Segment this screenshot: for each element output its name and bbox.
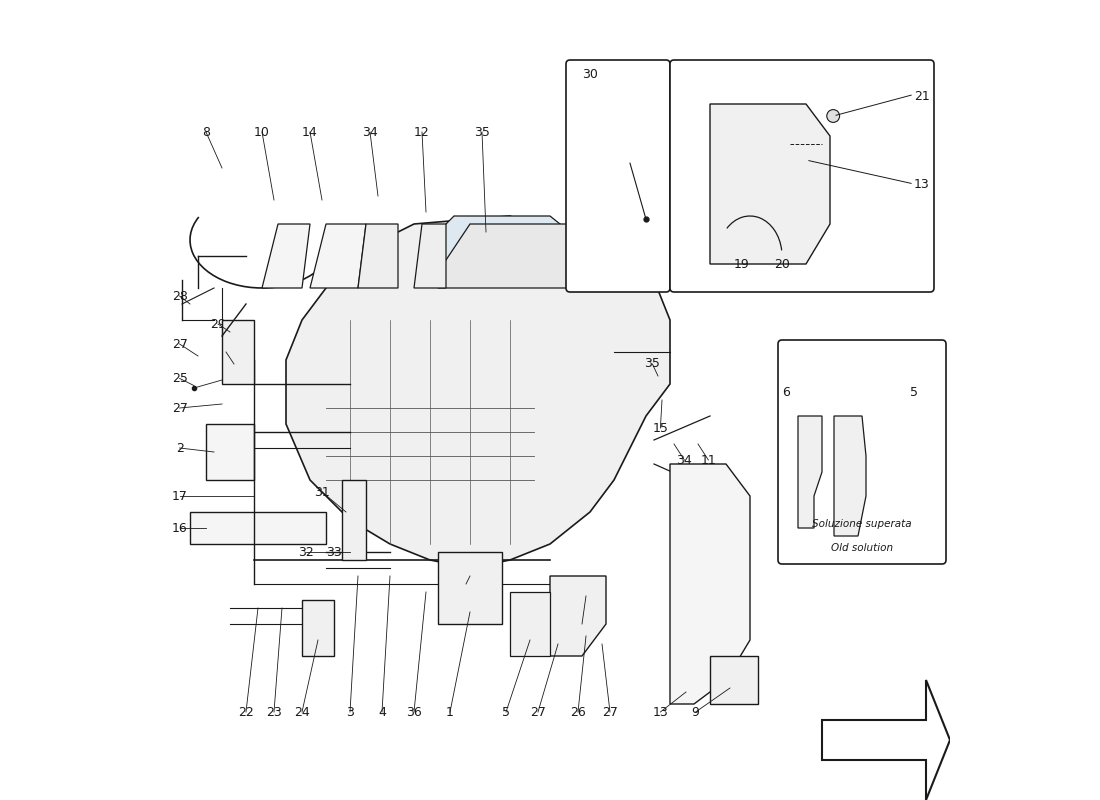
Text: 9: 9 xyxy=(692,706,700,718)
FancyBboxPatch shape xyxy=(670,60,934,292)
Text: 4: 4 xyxy=(378,706,386,718)
Text: 13: 13 xyxy=(652,706,669,718)
Text: 1: 1 xyxy=(447,706,454,718)
Polygon shape xyxy=(550,576,606,656)
Text: 16: 16 xyxy=(172,522,187,534)
Polygon shape xyxy=(422,216,590,272)
Text: Boa: Boa xyxy=(377,430,530,498)
Polygon shape xyxy=(342,480,366,560)
Text: 23: 23 xyxy=(266,706,282,718)
Polygon shape xyxy=(822,680,950,800)
Text: 24: 24 xyxy=(294,706,310,718)
Circle shape xyxy=(827,110,839,122)
Polygon shape xyxy=(286,216,670,568)
Text: 13: 13 xyxy=(914,178,929,190)
Text: 25: 25 xyxy=(172,372,187,385)
Text: 22: 22 xyxy=(238,706,254,718)
Text: 29: 29 xyxy=(210,318,225,330)
Polygon shape xyxy=(358,224,398,288)
Text: 20: 20 xyxy=(774,258,790,270)
Text: 7: 7 xyxy=(582,590,590,602)
Text: 12: 12 xyxy=(414,126,430,138)
Text: 30: 30 xyxy=(582,68,598,82)
Text: 35: 35 xyxy=(645,358,660,370)
Text: 2: 2 xyxy=(176,442,184,454)
Polygon shape xyxy=(670,464,750,704)
Text: 26: 26 xyxy=(570,706,586,718)
Text: 19: 19 xyxy=(734,258,750,270)
Text: 14: 14 xyxy=(302,126,318,138)
Text: 6: 6 xyxy=(782,386,790,398)
Text: 1985: 1985 xyxy=(452,499,568,541)
Polygon shape xyxy=(834,416,866,536)
Text: 31: 31 xyxy=(315,486,330,498)
Text: 36: 36 xyxy=(406,706,422,718)
FancyBboxPatch shape xyxy=(566,60,670,292)
Text: 21: 21 xyxy=(914,90,929,102)
Text: 17: 17 xyxy=(172,490,187,502)
Polygon shape xyxy=(222,320,254,384)
Text: Soluzione superata: Soluzione superata xyxy=(812,519,912,529)
Text: 10: 10 xyxy=(254,126,270,138)
FancyBboxPatch shape xyxy=(778,340,946,564)
Text: 27: 27 xyxy=(530,706,546,718)
Polygon shape xyxy=(302,600,334,656)
Polygon shape xyxy=(190,512,326,544)
Text: 5: 5 xyxy=(502,706,510,718)
Text: 34: 34 xyxy=(676,454,692,466)
Polygon shape xyxy=(710,656,758,704)
Text: 11: 11 xyxy=(701,454,716,466)
Text: 27: 27 xyxy=(602,706,618,718)
Text: 15: 15 xyxy=(652,422,669,434)
Polygon shape xyxy=(310,224,366,288)
Polygon shape xyxy=(798,416,822,528)
Text: 32: 32 xyxy=(298,546,314,558)
Text: 34: 34 xyxy=(362,126,378,138)
Text: Old solution: Old solution xyxy=(830,543,893,553)
Polygon shape xyxy=(414,224,446,288)
Text: 35: 35 xyxy=(474,126,490,138)
Polygon shape xyxy=(206,424,254,480)
Text: 6: 6 xyxy=(222,346,230,358)
Text: 8: 8 xyxy=(202,126,210,138)
Polygon shape xyxy=(438,552,502,624)
Polygon shape xyxy=(510,592,550,656)
Text: 18: 18 xyxy=(458,578,474,590)
Text: 33: 33 xyxy=(326,546,342,558)
Text: 3: 3 xyxy=(346,706,354,718)
Text: 5: 5 xyxy=(910,386,918,398)
Polygon shape xyxy=(438,224,606,288)
Polygon shape xyxy=(262,224,310,288)
Text: 27: 27 xyxy=(172,402,187,414)
Polygon shape xyxy=(710,104,830,264)
Text: 27: 27 xyxy=(172,338,187,350)
Text: 28: 28 xyxy=(172,290,187,302)
